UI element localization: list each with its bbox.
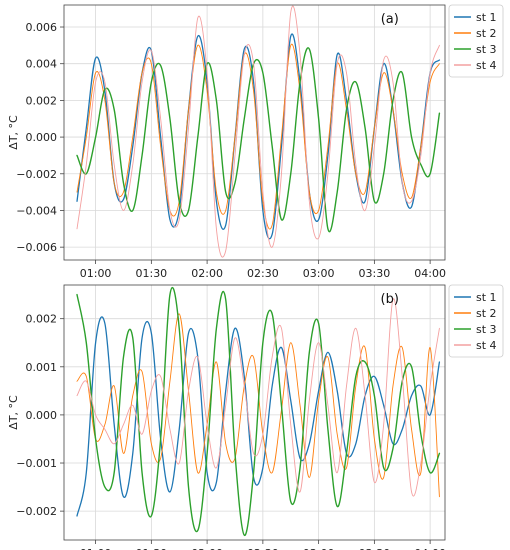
series-line-st-2 [76,43,440,230]
y-tick-label: 0.002 [26,313,58,326]
y-tick-label: −0.002 [16,505,57,518]
y-axis-label: ΔT, °C [7,115,20,150]
legend-box [448,4,504,78]
panel-label: (b) [381,292,399,307]
x-tick-label: 03:00 [303,547,335,550]
series-line-st-4 [76,298,440,497]
plot-frame [63,4,446,261]
x-tick-label: 02:30 [247,267,279,280]
legend-entry: st 1 [476,291,497,304]
y-tick-label: 0.006 [26,21,58,34]
y-tick-label: −0.006 [16,241,57,254]
legend-entry: st 3 [476,323,497,336]
legend-entry: st 4 [476,339,497,352]
y-tick-label: −0.004 [16,204,57,217]
legend-entry: st 2 [476,27,497,40]
legend-entry: st 2 [476,307,497,320]
x-tick-label: 03:30 [359,547,391,550]
y-tick-label: 0.001 [26,361,58,374]
x-tick-label: 02:30 [247,547,279,550]
y-axis-label: ΔT, °C [7,395,20,430]
series-line-st-1 [76,316,441,517]
x-tick-label: 02:00 [191,267,223,280]
y-tick-label: 0.004 [26,58,58,71]
chart-panel-1: 01:00 01:30 02:00 02:30 03:00 03:30 04:00 −0.00… [7,4,504,280]
x-tick-label: 03:00 [303,267,335,280]
series-line-st-4 [76,5,440,258]
y-tick-label: 0.002 [26,94,58,107]
legend-entry: st 4 [476,59,497,72]
chart-panel-2: 01:00 01:30 02:00 02:30 03:00 03:30 04:00 −0.00… [7,284,504,550]
panel-label: (a) [381,12,399,27]
y-tick-label: −0.001 [16,457,57,470]
y-tick-label: −0.002 [16,168,57,181]
x-tick-label: 01:00 [80,267,112,280]
x-tick-label: 01:00 [80,547,112,550]
plot-frame [63,284,446,541]
series-line-st-1 [76,33,441,240]
legend-entry: st 3 [476,43,497,56]
legend: st 1 st 2 st 3 st 4 [448,284,504,358]
x-tick-label: 04:00 [414,547,446,550]
legend-box [448,284,504,358]
y-tick-label: 0.000 [26,131,58,144]
x-tick-label: 01:30 [135,547,167,550]
legend: st 1 st 2 st 3 st 4 [448,4,504,78]
x-tick-label: 04:00 [414,267,446,280]
legend-entry: st 1 [476,11,497,24]
x-tick-label: 03:30 [359,267,391,280]
series-line-st-3 [76,47,441,233]
y-tick-label: 0.000 [26,409,58,422]
x-tick-label: 01:30 [135,267,167,280]
x-tick-label: 02:00 [191,547,223,550]
